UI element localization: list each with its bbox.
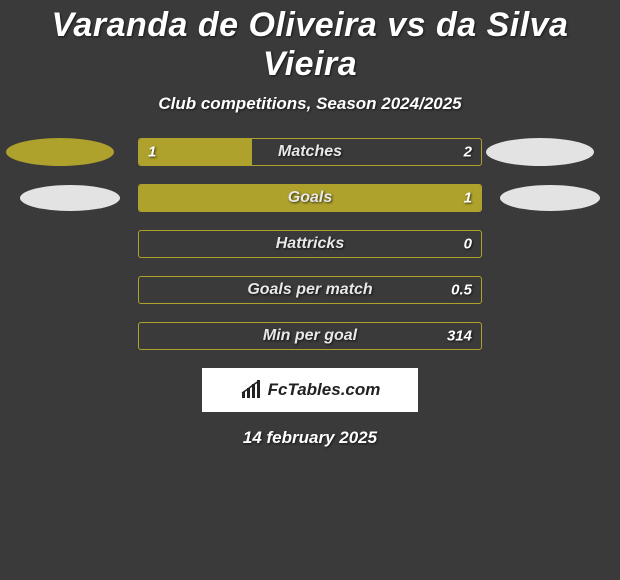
player-marker: [20, 185, 120, 211]
metric-label: Goals: [138, 189, 482, 207]
metric-row-goals-per-match: 0.5Goals per match: [0, 276, 620, 304]
metric-row-min-per-goal: 314Min per goal: [0, 322, 620, 350]
brand-text: FcTables.com: [268, 380, 381, 400]
metric-row-hattricks: 0Hattricks: [0, 230, 620, 258]
bar-chart-icon: [240, 380, 262, 400]
metric-label: Goals per match: [138, 281, 482, 299]
comparison-chart: 12Matches 1Goals 0Hattricks 0.5Goals per ma…: [0, 138, 620, 350]
infographic-container: Varanda de Oliveira vs da Silva Vieira C…: [0, 0, 620, 448]
brand-box: FcTables.com: [202, 368, 418, 412]
metric-row-goals: 1Goals: [0, 184, 620, 212]
player-marker: [500, 185, 600, 211]
player-marker: [6, 138, 114, 166]
page-title: Varanda de Oliveira vs da Silva Vieira: [0, 6, 620, 84]
metric-label: Hattricks: [138, 235, 482, 253]
date-label: 14 february 2025: [0, 428, 620, 448]
player-marker: [486, 138, 594, 166]
metric-label: Matches: [138, 143, 482, 161]
metric-row-matches: 12Matches: [0, 138, 620, 166]
metric-label: Min per goal: [138, 327, 482, 345]
subtitle: Club competitions, Season 2024/2025: [0, 94, 620, 114]
